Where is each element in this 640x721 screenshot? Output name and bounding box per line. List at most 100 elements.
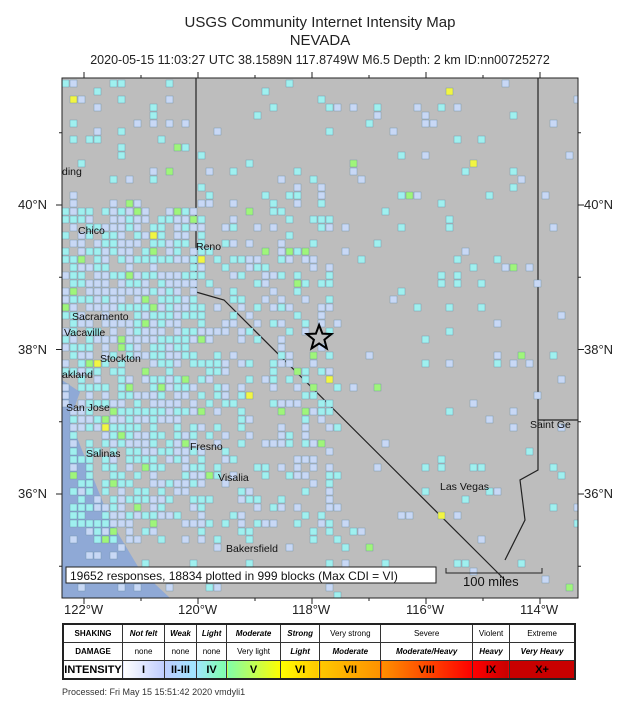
intensity-cell (285, 191, 294, 200)
legend-row: INTENSITY I II-III IV V VI VII VIII IX X+ (62, 660, 576, 680)
intensity-cell (301, 279, 310, 288)
intensity-cell (173, 319, 182, 328)
intensity-cell (181, 119, 190, 128)
intensity-cell (109, 511, 118, 520)
intensity-cell (149, 383, 158, 392)
intensity-cell (205, 199, 214, 208)
intensity-cell (365, 543, 374, 552)
intensity-cell (325, 223, 334, 232)
intensity-cell (133, 271, 142, 280)
intensity-cell (165, 95, 174, 104)
intensity-cell (85, 447, 94, 456)
intensity-cell (325, 215, 334, 224)
intensity-cell (157, 223, 166, 232)
intensity-cell (437, 463, 446, 472)
intensity-cell (165, 271, 174, 280)
intensity-cell (181, 431, 190, 440)
intensity-cell (149, 399, 158, 408)
intensity-cell (341, 223, 350, 232)
intensity-cell (189, 271, 198, 280)
intensity-cell (221, 223, 230, 232)
intensity-cell (325, 303, 334, 312)
intensity-cell (69, 319, 78, 328)
city-label: Vacaville (64, 327, 105, 339)
intensity-cell (453, 255, 462, 264)
intensity-cell (325, 559, 334, 568)
intensity-cell (101, 239, 110, 248)
intensity-cell (109, 319, 118, 328)
intensity-cell (325, 527, 334, 536)
intensity-cell (261, 519, 270, 528)
intensity-cell (269, 207, 278, 216)
intensity-cell (397, 511, 406, 520)
intensity-cell (157, 399, 166, 408)
intensity-cell (325, 295, 334, 304)
intensity-cell (62, 215, 70, 224)
intensity-cell (165, 415, 174, 424)
legend-cell: Very light (226, 642, 281, 661)
intensity-cell (333, 471, 342, 480)
intensity-cell (133, 535, 142, 544)
intensity-cell (141, 295, 150, 304)
intensity-cell (173, 391, 182, 400)
intensity-cell (133, 239, 142, 248)
intensity-cell (141, 247, 150, 256)
intensity-cell (77, 367, 86, 376)
intensity-cell (189, 495, 198, 504)
intensity-cell (517, 175, 526, 184)
intensity-cell (101, 487, 110, 496)
intensity-cell (269, 439, 278, 448)
intensity-cell (69, 135, 78, 144)
intensity-cell (165, 439, 174, 448)
intensity-cell (517, 351, 526, 360)
intensity-cell (277, 295, 286, 304)
intensity-cell (309, 463, 318, 472)
intensity-cell (93, 327, 102, 336)
intensity-cell (117, 439, 126, 448)
intensity-cell (277, 495, 286, 504)
intensity-cell (333, 591, 342, 598)
intensity-cell (157, 383, 166, 392)
intensity-cell (93, 335, 102, 344)
intensity-cell (181, 279, 190, 288)
intensity-cell (101, 279, 110, 288)
intensity-cell (181, 271, 190, 280)
intensity-cell (69, 471, 78, 480)
intensity-cell (117, 247, 126, 256)
intensity-cell (101, 255, 110, 264)
intensity-cell (109, 351, 118, 360)
intensity-cell (85, 231, 94, 240)
intensity-cell (133, 399, 142, 408)
intensity-cell (461, 495, 470, 504)
intensity-cell (117, 367, 126, 376)
intensity-cell (133, 511, 142, 520)
city-labels: ding Chico Reno Sacramento Vacaville Stockton… (62, 166, 571, 555)
intensity-cell (269, 319, 278, 328)
intensity-cell (133, 215, 142, 224)
intensity-cell (165, 167, 174, 176)
intensity-cell (157, 303, 166, 312)
intensity-cell (85, 479, 94, 488)
intensity-cell (149, 119, 158, 128)
intensity-cell (69, 447, 78, 456)
intensity-cell (189, 311, 198, 320)
intensity-cell (253, 263, 262, 272)
intensity-cell (149, 391, 158, 400)
intensity-cell (125, 519, 134, 528)
intensity-cell (189, 287, 198, 296)
intensity-cell (309, 455, 318, 464)
intensity-cell (309, 263, 318, 272)
intensity-cell (197, 455, 206, 464)
intensity-cell (149, 175, 158, 184)
intensity-cell (173, 295, 182, 304)
intensity-cell (62, 247, 70, 256)
intensity-cell (141, 495, 150, 504)
intensity-cell (93, 135, 102, 144)
legend-row-label: DAMAGE (62, 642, 123, 661)
intensity-cell (277, 319, 286, 328)
intensity-cell (109, 415, 118, 424)
intensity-cell (125, 207, 134, 216)
intensity-cell (93, 383, 102, 392)
intensity-cell (117, 479, 126, 488)
intensity-cell (205, 495, 214, 504)
